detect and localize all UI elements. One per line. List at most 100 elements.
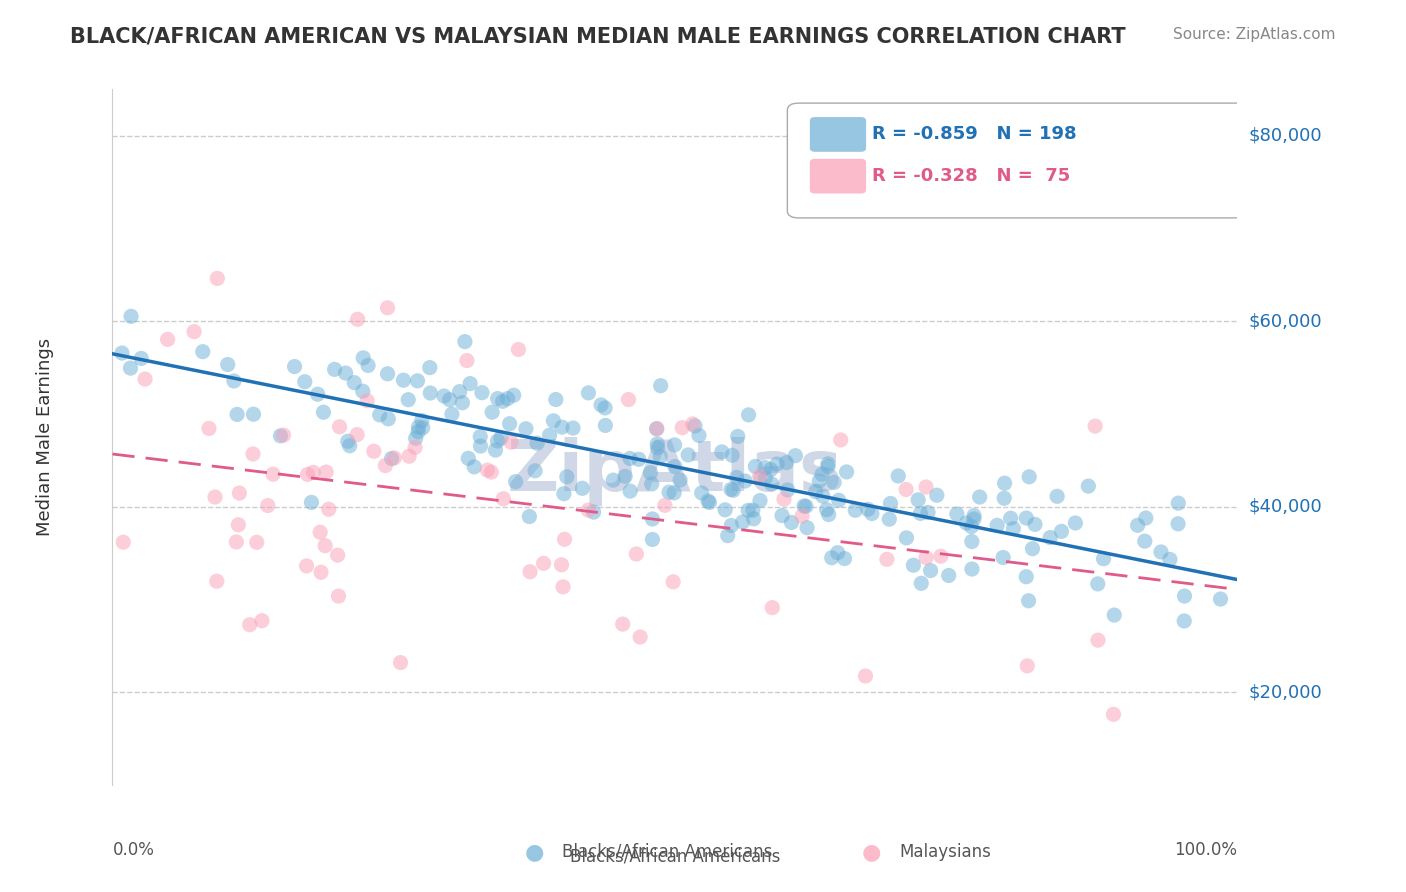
Text: ●: ● bbox=[862, 842, 882, 862]
Point bbox=[217, 358, 239, 372]
Point bbox=[994, 476, 1017, 491]
Point bbox=[458, 376, 481, 391]
Point bbox=[960, 562, 983, 576]
Point bbox=[374, 458, 396, 473]
Point bbox=[761, 600, 783, 615]
Point bbox=[479, 465, 502, 479]
Point bbox=[595, 418, 617, 433]
Point bbox=[938, 568, 960, 582]
Point bbox=[650, 450, 672, 464]
Text: $60,000: $60,000 bbox=[1249, 312, 1322, 330]
Point bbox=[793, 499, 815, 513]
Point bbox=[664, 438, 686, 452]
Point bbox=[617, 392, 640, 407]
Text: BLACK/AFRICAN AMERICAN VS MALAYSIAN MEDIAN MALE EARNINGS CORRELATION CHART: BLACK/AFRICAN AMERICAN VS MALAYSIAN MEDI… bbox=[70, 27, 1126, 46]
Point bbox=[720, 483, 742, 497]
Point bbox=[398, 449, 420, 463]
Point bbox=[662, 574, 685, 589]
Point bbox=[250, 614, 273, 628]
Point bbox=[329, 419, 352, 434]
Point bbox=[894, 483, 917, 497]
Point bbox=[669, 473, 692, 487]
Point bbox=[1064, 516, 1087, 530]
Point bbox=[457, 451, 479, 466]
Point bbox=[946, 507, 969, 521]
Point bbox=[1015, 511, 1038, 525]
Point bbox=[808, 474, 831, 488]
Point bbox=[486, 392, 509, 406]
Point bbox=[683, 418, 706, 433]
Point bbox=[910, 576, 932, 591]
Point bbox=[811, 467, 834, 482]
Point bbox=[449, 384, 471, 399]
Point bbox=[1000, 511, 1022, 525]
Point bbox=[228, 517, 250, 532]
Point bbox=[524, 464, 547, 478]
Point bbox=[553, 486, 575, 500]
Point bbox=[273, 428, 295, 442]
Point bbox=[591, 398, 613, 412]
Point bbox=[508, 343, 530, 357]
Point bbox=[725, 470, 748, 484]
Point bbox=[775, 456, 797, 470]
Point bbox=[1167, 496, 1189, 510]
Point bbox=[470, 429, 492, 443]
Point bbox=[1024, 517, 1046, 532]
Point bbox=[720, 518, 742, 533]
Point bbox=[205, 574, 228, 589]
Point bbox=[120, 361, 142, 376]
Point bbox=[879, 496, 901, 510]
Point bbox=[717, 528, 740, 542]
Point bbox=[737, 503, 759, 517]
Point bbox=[761, 477, 783, 491]
Point bbox=[641, 533, 664, 547]
Point bbox=[339, 439, 361, 453]
Point bbox=[1209, 592, 1232, 607]
Point bbox=[619, 484, 641, 499]
Point bbox=[1133, 534, 1156, 549]
Point bbox=[741, 503, 763, 517]
Point bbox=[396, 392, 419, 407]
Point bbox=[650, 378, 672, 392]
Text: Median Male Earnings: Median Male Earnings bbox=[37, 338, 53, 536]
Point bbox=[876, 552, 898, 566]
Point bbox=[737, 408, 759, 422]
Point bbox=[496, 392, 519, 406]
Point bbox=[817, 457, 839, 471]
Point bbox=[412, 421, 434, 435]
Point bbox=[562, 421, 585, 435]
Point bbox=[1046, 489, 1069, 503]
Point bbox=[714, 503, 737, 517]
Point bbox=[640, 466, 662, 480]
Point bbox=[1039, 531, 1062, 545]
Point bbox=[576, 385, 599, 400]
Point bbox=[671, 420, 693, 434]
Point bbox=[323, 362, 346, 376]
Point bbox=[1173, 589, 1195, 603]
Point bbox=[821, 550, 844, 565]
Point bbox=[830, 433, 852, 447]
Point bbox=[533, 557, 555, 571]
Point bbox=[1002, 522, 1025, 536]
Point bbox=[582, 505, 605, 519]
Point bbox=[742, 512, 765, 526]
Point bbox=[269, 429, 291, 443]
Point bbox=[645, 422, 668, 436]
Point bbox=[785, 449, 807, 463]
Point bbox=[346, 427, 368, 442]
Point bbox=[408, 420, 430, 434]
Text: R = -0.859   N = 198: R = -0.859 N = 198 bbox=[872, 126, 1077, 144]
Point bbox=[129, 351, 152, 366]
Point bbox=[377, 301, 399, 315]
Point bbox=[295, 558, 318, 573]
Text: Malaysians: Malaysians bbox=[900, 843, 991, 861]
Point bbox=[844, 503, 866, 517]
Point bbox=[626, 547, 648, 561]
Text: ZipAtlas: ZipAtlas bbox=[508, 437, 842, 507]
Point bbox=[498, 417, 520, 431]
Point bbox=[910, 507, 932, 521]
Point bbox=[748, 469, 770, 483]
Point bbox=[920, 564, 942, 578]
Point bbox=[377, 367, 399, 381]
Point bbox=[1092, 551, 1115, 566]
